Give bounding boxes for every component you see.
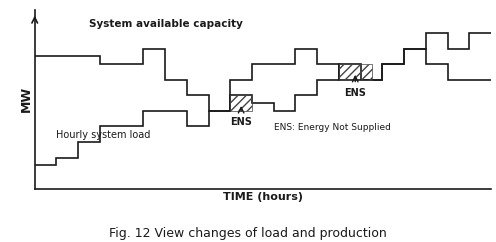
Text: Hourly system load: Hourly system load [57,129,151,140]
Text: ENS: Energy Not Supplied: ENS: Energy Not Supplied [274,123,391,132]
Y-axis label: MW: MW [20,86,33,112]
Text: System available capacity: System available capacity [89,19,243,29]
Text: Fig. 12 View changes of load and production: Fig. 12 View changes of load and product… [109,227,387,240]
Text: ENS: ENS [344,88,366,98]
Text: ENS: ENS [230,117,252,127]
X-axis label: TIME (hours): TIME (hours) [223,191,303,202]
